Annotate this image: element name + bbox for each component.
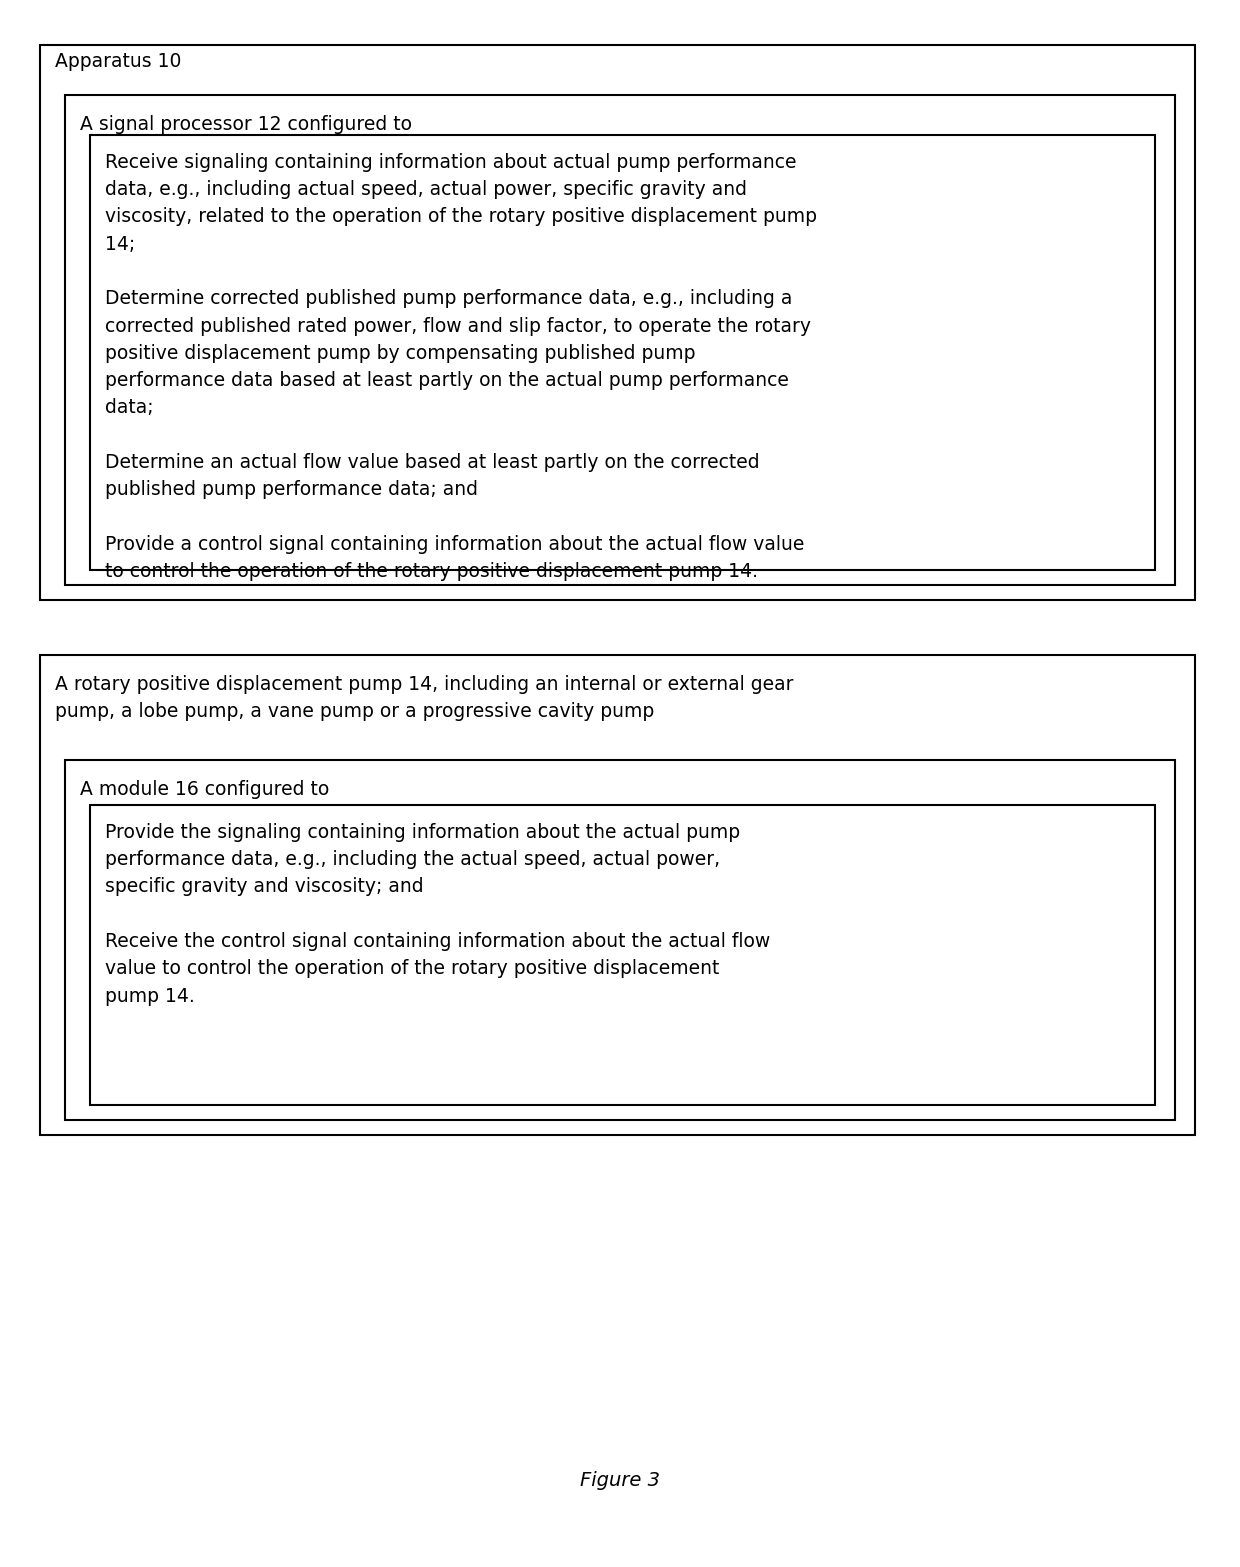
Text: Receive signaling containing information about actual pump performance
data, e.g: Receive signaling containing information…: [105, 154, 817, 581]
Text: A rotary positive displacement pump 14, including an internal or external gear
p: A rotary positive displacement pump 14, …: [55, 675, 794, 721]
Bar: [91, 135, 1154, 570]
Text: Apparatus 10: Apparatus 10: [55, 52, 181, 71]
Text: Provide the signaling containing information about the actual pump
performance d: Provide the signaling containing informa…: [105, 823, 770, 1006]
Bar: [64, 96, 1176, 584]
Text: A module 16 configured to: A module 16 configured to: [81, 780, 330, 799]
Bar: [64, 760, 1176, 1120]
Bar: [91, 805, 1154, 1105]
Bar: [40, 655, 1195, 1135]
Bar: [40, 45, 1195, 600]
Text: A signal processor 12 configured to: A signal processor 12 configured to: [81, 114, 412, 135]
Text: Figure 3: Figure 3: [580, 1470, 660, 1490]
